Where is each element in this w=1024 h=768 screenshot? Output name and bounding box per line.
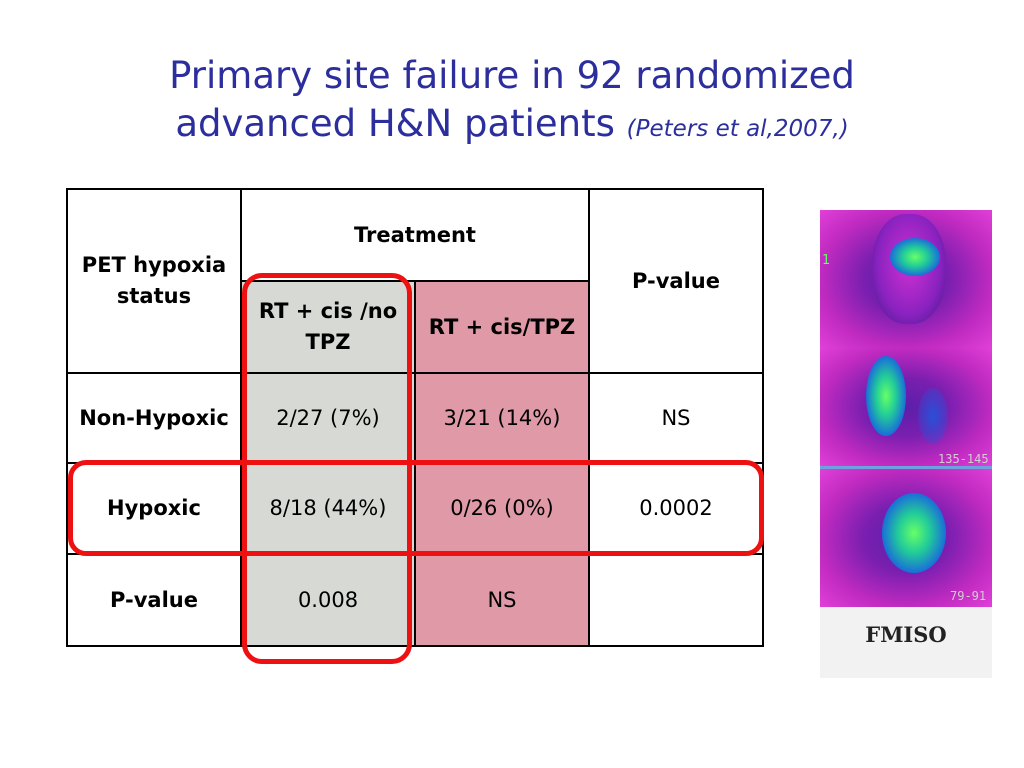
results-table: PET hypoxia status Treatment P-value RT … — [66, 188, 764, 647]
table-row: Non-Hypoxic 2/27 (7%) 3/21 (14%) NS — [66, 372, 764, 464]
fmiso-pet-image: 1 135-145 79-91 FMISO — [820, 210, 992, 678]
row-label-p-value: P-value — [66, 553, 242, 647]
cell-non-hypoxic-p: NS — [588, 372, 764, 464]
table-row: Hypoxic 8/18 (44%) 0/26 (0%) 0.0002 — [66, 462, 764, 555]
header-treatment: Treatment — [240, 188, 590, 282]
fmiso-label: FMISO — [865, 622, 947, 647]
citation: (Peters et al,2007,) — [626, 116, 849, 142]
scan-coord-bottom: 79-91 — [950, 589, 987, 603]
scan-axial-panel: 1 — [820, 210, 992, 348]
row-label-hypoxic: Hypoxic — [66, 462, 242, 555]
scan-crosshair-line — [820, 466, 992, 469]
table-row: P-value 0.008 NS — [66, 553, 764, 647]
title-line-2: advanced H&N patients (Peters et al,2007… — [0, 100, 1024, 153]
cell-hypoxic-p: 0.0002 — [588, 462, 764, 555]
title-line-2-text: advanced H&N patients — [175, 102, 615, 145]
header-arm-b: RT + cis/TPZ — [414, 280, 590, 374]
cell-p-value-arm-b: NS — [414, 553, 590, 647]
cell-p-value-arm-a: 0.008 — [240, 553, 416, 647]
cell-non-hypoxic-arm-b: 3/21 (14%) — [414, 372, 590, 464]
header-p-value: P-value — [588, 188, 764, 374]
cell-hypoxic-arm-a: 8/18 (44%) — [240, 462, 416, 555]
cell-hypoxic-arm-b: 0/26 (0%) — [414, 462, 590, 555]
cell-non-hypoxic-arm-a: 2/27 (7%) — [240, 372, 416, 464]
row-label-non-hypoxic: Non-Hypoxic — [66, 372, 242, 464]
scan-coord-top: 135-145 — [938, 452, 989, 466]
header-pet-status: PET hypoxia status — [66, 188, 242, 374]
title-line-1: Primary site failure in 92 randomized — [169, 54, 855, 97]
slide-title: Primary site failure in 92 randomized ad… — [0, 52, 1024, 153]
scan-coronal-panel: 135-145 — [820, 348, 992, 466]
scan-sagittal-panel: 79-91 — [820, 469, 992, 607]
scan-tick: 1 — [822, 253, 830, 268]
header-arm-a: RT + cis /no TPZ — [240, 280, 416, 374]
cell-p-value-p — [588, 553, 764, 647]
